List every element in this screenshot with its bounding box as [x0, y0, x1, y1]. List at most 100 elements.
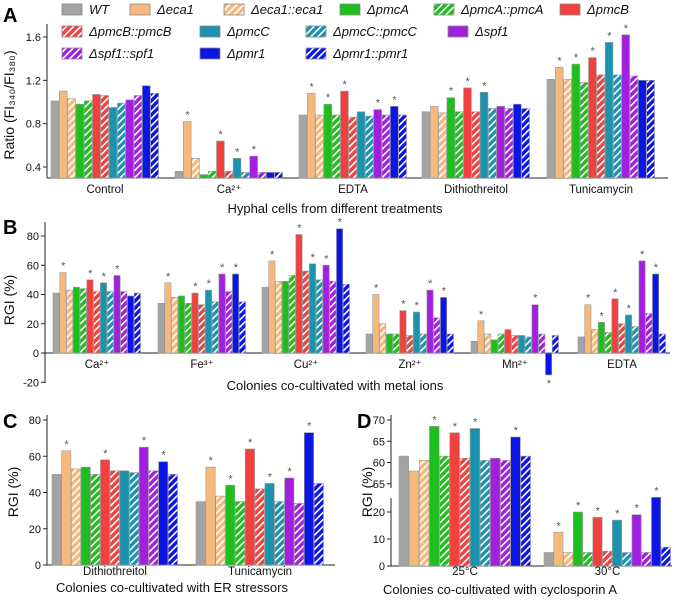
bar-WT: [52, 292, 60, 354]
bar-Δeca1: [59, 272, 67, 354]
bar-ΔpmcC: [604, 42, 614, 179]
y-tick-label: 0: [33, 348, 39, 360]
bar-ΔpmcB: [86, 279, 94, 354]
y-tick-label: 40: [29, 488, 41, 500]
bar-ΔpmcA: [573, 511, 583, 567]
bar-Δeca1::eca1: [315, 114, 324, 179]
bar-Δpmr1: [513, 103, 522, 179]
bar-ΔpmcB: [611, 298, 619, 354]
significance-star: *: [607, 30, 612, 42]
bar-ΔpmcB: [592, 517, 603, 567]
bar-ΔpmcC::pmcC: [524, 336, 532, 354]
bar-Δpmr1::pmr1: [646, 80, 655, 179]
significance-star: *: [442, 285, 447, 297]
bar-Δeca1::eca1: [438, 112, 447, 179]
bar-ΔpmcA: [598, 321, 605, 354]
panel-d: 0 10 20 55 60 65 70 RGI (%) Colonies co-cultivat…: [359, 414, 672, 597]
bar-ΔpmcA: [282, 281, 289, 354]
bar-ΔpmcC: [309, 263, 316, 354]
bar-ΔpmcC: [264, 483, 275, 566]
bar-ΔpmcA: [225, 484, 236, 566]
bar-Δpmr1::pmr1: [168, 474, 178, 566]
bar-Δpmr1: [390, 106, 399, 179]
bar-ΔpmcC: [108, 107, 118, 179]
bar-Δeca1::eca1: [419, 460, 430, 567]
bar-ΔpmcB: [463, 87, 472, 179]
y-tick-label: 20: [29, 524, 41, 536]
bar-ΔpmcB::pmcB: [302, 270, 310, 354]
bar-WT: [421, 111, 431, 179]
y-tick-label: 80: [27, 231, 39, 243]
significance-star: *: [576, 500, 581, 512]
significance-star: *: [624, 23, 629, 35]
bar-Δspf1: [218, 273, 226, 354]
bar-Δspf1: [284, 477, 295, 566]
bar-Δspf1::spf1: [225, 291, 233, 354]
y-tick-label: 1.6: [26, 32, 41, 44]
x-tick-label: Tunicamycin: [228, 566, 292, 578]
bar-Δspf1::spf1: [504, 108, 514, 179]
x-tick-label: Dithiothreitol: [444, 184, 508, 196]
bar-ΔpmcB::pmcB: [471, 111, 480, 179]
y-tick-label: 40: [27, 290, 39, 302]
bar-ΔpmcA: [73, 286, 80, 354]
y-tick-label: 60: [373, 458, 385, 470]
bar-ΔpmcB::pmcB: [511, 335, 519, 354]
bar-WT: [398, 455, 409, 567]
bar-ΔpmcB::pmcB: [254, 488, 265, 566]
significance-star: *: [586, 293, 591, 305]
bar-ΔpmcA::pmcA: [579, 82, 589, 179]
bar-Δspf1: [113, 275, 121, 354]
significance-star: *: [449, 86, 454, 98]
significance-star: *: [209, 455, 214, 467]
significance-star: *: [248, 437, 253, 449]
bar-Δspf1: [496, 106, 505, 179]
panel-b: -20 0 20 40 60 80 RGI (%) Colonies co-cultivate…: [1, 217, 670, 393]
bar-Δspf1::spf1: [629, 75, 639, 179]
y-tick-label: 20: [27, 319, 39, 331]
legend: WT Δeca1 Δeca1::eca1 ΔpmcA ΔpmcA::pmcA ΔpmcBΔ…: [61, 2, 629, 61]
bar-ΔpmcB: [216, 140, 225, 179]
y-tick-label: 0: [379, 561, 385, 573]
significance-star: *: [142, 435, 147, 447]
bar-ΔpmcB::pmcB: [406, 335, 414, 354]
bar-ΔpmcB: [449, 432, 460, 567]
bar-ΔpmcB::pmcB: [596, 74, 605, 179]
x-tick-label: Fe³⁺: [190, 359, 213, 371]
significance-star: *: [600, 310, 605, 322]
legend-item: ΔpmcA: [339, 2, 409, 17]
legend-label: ΔpmcB::pmcB: [88, 24, 172, 39]
bar-Δeca1::eca1: [67, 98, 76, 179]
x-axis-title: Colonies co-cultivated with metal ions: [227, 378, 444, 393]
bar-Δeca1: [268, 260, 276, 354]
legend-item: Δeca1::eca1: [223, 2, 323, 17]
y-tick-label: 60: [27, 260, 39, 272]
significance-star: *: [343, 79, 348, 91]
bar-ΔpmcC: [205, 289, 212, 354]
bar-Δspf1: [426, 289, 434, 354]
bar-Δspf1::spf1: [641, 552, 652, 567]
y-tick-label: 10: [373, 534, 385, 546]
bar-ΔpmcA::pmcA: [83, 100, 93, 179]
legend-swatch: [305, 47, 327, 60]
bar-ΔpmcB: [100, 459, 110, 566]
bar-ΔpmcC: [356, 111, 366, 179]
legend-label: Δpmr1::pmr1: [332, 46, 408, 61]
bar-Δeca1: [372, 294, 380, 354]
significance-star: *: [185, 110, 190, 122]
legend-item: ΔpmcA::pmcA: [433, 2, 543, 17]
x-tick-label: Mn²⁺: [502, 359, 528, 371]
significance-star: *: [307, 421, 312, 433]
y-tick-label: 60: [29, 451, 41, 463]
significance-star: *: [311, 252, 316, 264]
bar-Δpmr1: [652, 273, 660, 354]
y-tick-label: 55: [373, 479, 385, 491]
significance-star: *: [453, 421, 458, 433]
bar-Δpmr1: [638, 80, 647, 179]
bar-ΔpmcC::pmcC: [241, 172, 250, 179]
x-tick-label: Dithiothreitol: [83, 566, 147, 578]
bar-Δspf1::spf1: [500, 460, 511, 567]
bar-ΔpmcC::pmcC: [419, 333, 427, 354]
legend-swatch: [433, 3, 455, 16]
